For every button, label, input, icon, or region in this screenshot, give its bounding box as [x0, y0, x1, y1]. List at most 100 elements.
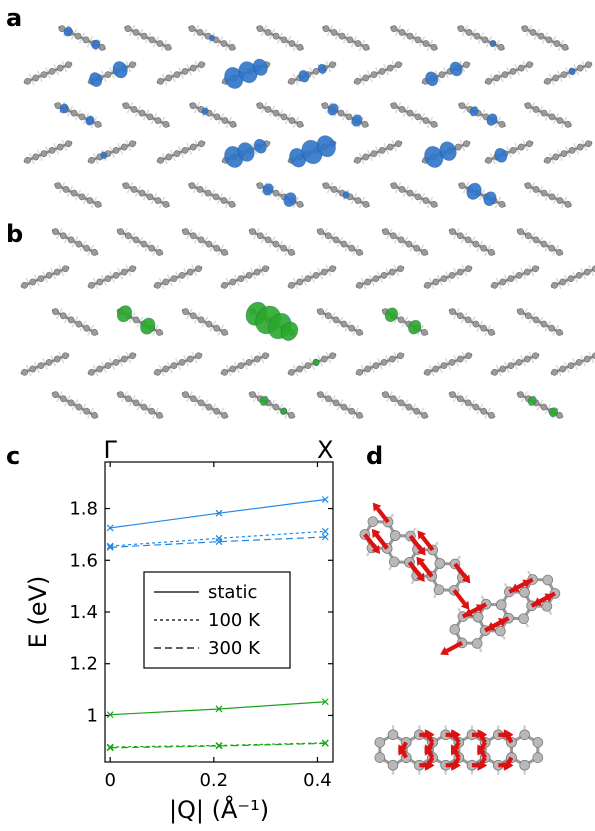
- arrow-shaft: [408, 534, 423, 551]
- carbon-atom: [130, 186, 138, 193]
- carbon-atom: [517, 143, 525, 151]
- marker-stroke: [321, 533, 329, 541]
- carbon-atom: [362, 74, 370, 82]
- carbon-atom: [228, 200, 236, 208]
- carbon-atom: [361, 120, 369, 128]
- carbon-atom: [524, 182, 532, 190]
- density-lobe: [262, 183, 274, 196]
- molecule: [516, 228, 564, 256]
- molecule: [316, 228, 364, 256]
- carbon-atom: [345, 113, 353, 121]
- carbon-atom: [448, 358, 456, 366]
- carbon-atom: [340, 240, 348, 248]
- carbon-atom: [221, 281, 229, 289]
- molecule: [523, 181, 573, 209]
- molecule: [255, 101, 305, 129]
- carbon-atom: [128, 140, 136, 148]
- carbon-atom: [272, 109, 280, 117]
- carbon-atom: [324, 312, 332, 320]
- density-lobe: [466, 182, 482, 200]
- carbon-atom: [320, 268, 328, 276]
- carbon-atom: [221, 248, 228, 256]
- molecule-3d: [359, 502, 471, 610]
- carbon-atom: [481, 36, 489, 44]
- bond: [255, 102, 305, 128]
- molecule: [20, 264, 70, 290]
- molecule: [320, 101, 370, 129]
- marker-stroke: [106, 542, 114, 550]
- carbon-atom: [62, 186, 70, 193]
- carbon-atom: [148, 244, 156, 252]
- carbon-atom: [21, 281, 29, 289]
- arrow-shaft: [470, 602, 488, 615]
- legend-entry-100k: 100 K: [208, 610, 261, 631]
- carbon-atom: [421, 411, 428, 419]
- data-point: [106, 542, 114, 550]
- carbon-atom: [521, 25, 529, 33]
- molecule: [116, 391, 164, 419]
- molecule: [287, 351, 337, 377]
- carbon-atom: [540, 320, 548, 328]
- carbon-atom: [434, 558, 446, 569]
- legend-entry-static: static: [208, 582, 257, 603]
- bond: [23, 141, 73, 163]
- bond: [181, 228, 229, 256]
- carbon-atom: [499, 278, 507, 286]
- carbon-atom: [509, 146, 517, 154]
- arrow-head: [505, 760, 514, 770]
- carbon-atom: [405, 240, 413, 248]
- arrow-head: [450, 746, 460, 756]
- carbon-atom: [424, 368, 432, 376]
- displacement-arrow: [371, 528, 389, 550]
- arrow-shaft: [492, 616, 510, 629]
- legend-entry-300k: 300 K: [208, 638, 261, 659]
- carbon-atom: [54, 182, 62, 190]
- carbon-atom: [328, 265, 336, 273]
- density-lobe: [317, 63, 327, 74]
- bond: [181, 391, 229, 419]
- density-lobe: [298, 70, 310, 83]
- molecule: [448, 308, 496, 336]
- carbon-atom: [162, 200, 170, 208]
- carbon-atom: [140, 403, 148, 411]
- carbon-atom: [104, 71, 112, 79]
- carbon-atom: [245, 271, 253, 279]
- carbon-atom: [91, 328, 98, 336]
- density-lobe: [100, 151, 108, 160]
- carbon-atom: [112, 146, 120, 154]
- carbon-atom: [132, 29, 140, 36]
- carbon-atom: [491, 368, 499, 376]
- molecule: [389, 101, 439, 129]
- carbon-atom: [584, 61, 592, 69]
- molecule: [355, 351, 405, 377]
- displacement-arrow: [477, 729, 487, 744]
- arrow-shaft: [530, 595, 548, 608]
- marker-stroke: [321, 739, 329, 747]
- carbon-atom: [170, 275, 178, 283]
- arrow-shaft: [419, 561, 434, 578]
- carbon-atom: [583, 355, 591, 363]
- bond: [484, 62, 534, 84]
- carbon-atom: [422, 40, 430, 47]
- molecule: [255, 181, 305, 209]
- carbon-atom: [189, 102, 197, 110]
- carbon-atom: [457, 25, 465, 33]
- carbon-atom: [515, 271, 523, 279]
- carbon-atom: [120, 268, 128, 276]
- carbon-atom: [517, 64, 525, 72]
- carbon-atom: [56, 143, 64, 151]
- carbon-atom: [523, 268, 531, 276]
- carbon-atom: [304, 362, 312, 370]
- carbon-atom: [372, 362, 380, 370]
- arrow-head: [424, 729, 433, 739]
- carbon-atom: [205, 320, 213, 328]
- carbon-atom: [449, 308, 456, 316]
- carbon-atom: [124, 232, 132, 240]
- carbon-atom: [186, 268, 194, 276]
- molecule: [516, 391, 564, 419]
- carbon-atom: [189, 312, 197, 320]
- arrow-head: [398, 746, 407, 756]
- carbon-atom: [164, 43, 172, 51]
- carbon-atom: [245, 358, 253, 366]
- density-lobe: [112, 61, 128, 79]
